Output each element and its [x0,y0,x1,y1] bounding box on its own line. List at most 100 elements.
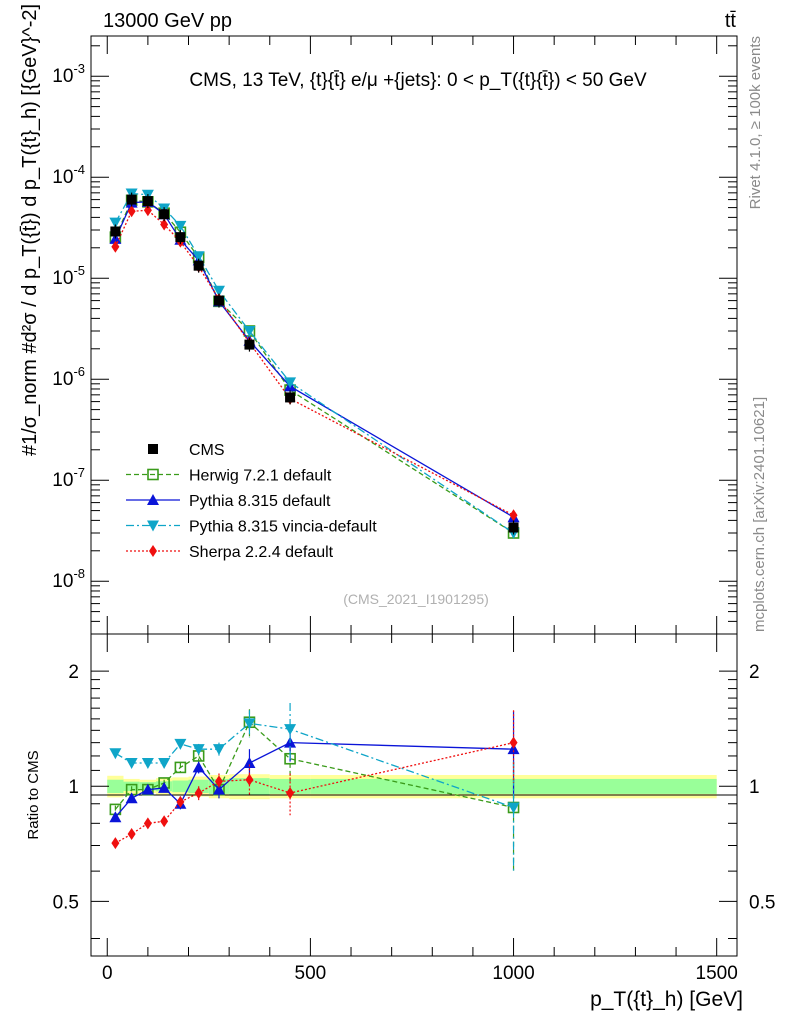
ratio-point [284,724,297,736]
main-panel: 10-8 10-7 10-6 10-5 10-4 10-3 CMS, 13 TeV, {t… [19,4,738,635]
data-point [127,205,136,218]
ratio-point [125,792,138,804]
ratio-ytick-label: 2 [68,662,79,683]
ratio-line [114,721,514,810]
main-ytick-label: 10-3 [52,61,85,87]
ratio-line [115,722,514,809]
data-point [126,194,137,205]
legend-label: Pythia 8.315 default [189,493,331,510]
ratio-point [160,815,169,828]
data-point [192,251,205,263]
ratio-point [141,758,154,770]
data-point [142,196,153,207]
ratio-point [507,743,520,755]
ratio-point [141,783,154,795]
xlabel: p_T({t}_h) [GeV] [590,988,743,1011]
legend-item: CMS [148,442,225,459]
series-line [114,199,514,534]
ratio-point [243,718,256,730]
data-point [509,509,518,522]
ratio-series [109,703,520,872]
xtick-label: 1000 [492,963,534,984]
ratio-point [214,775,223,788]
xtick-label: 0 [102,963,113,984]
legend-item: Sherpa 2.2.4 default [126,544,334,561]
series-line [114,209,514,516]
series-cms [110,192,519,535]
data-point [110,226,121,237]
data-point [193,260,204,271]
data-point [213,295,224,306]
ratio-point [125,758,138,770]
ratio-axis-ticks: 0.5 0.5 1 1 2 2 0 500 1000 1500 [53,634,775,984]
main-ylabel: #1/σ_norm #d²σ / d p_T({t̄}) d p_T({t}_h… [19,4,41,456]
main-series [109,188,520,540]
final-state-label: tt̄ [725,10,737,32]
main-ytick-label: 10-6 [52,364,85,390]
ratio-ytick-label: 1 [68,777,79,798]
series-line [114,192,514,534]
ratio-ytick-label-right: 1 [749,777,760,798]
main-ytick-label: 10-8 [52,566,85,592]
ratio-point [143,817,152,830]
xtick-label: 1500 [696,963,738,984]
data-point [243,326,256,338]
ratio-point [158,758,171,770]
legend-marker [147,520,159,532]
series-line [114,201,514,518]
rivet-version-label: Rivet 4.1.0, ≥ 100k events [747,36,764,209]
mcplots-label: mcplots.cern.ch [arXiv:2401.10621] [751,397,768,632]
data-point [285,392,296,403]
xtick-label: 500 [295,963,327,984]
legend-marker [147,494,159,505]
legend: CMS Herwig 7.2.1 default Pythia 8.315 defa… [126,442,377,561]
ratio-point [212,744,225,756]
band-inner [107,779,124,794]
ratio-line [115,742,514,844]
legend-marker [147,468,159,481]
main-title: CMS, 13 TeV, {t}{t̄} e/μ +{jets}: 0 < p_… [189,70,647,91]
ratio-point [286,787,295,800]
ratio-pythia-8-315-default [109,711,520,823]
ratio-point [212,783,225,795]
legend-label: Herwig 7.2.1 default [189,468,332,485]
data-point [284,377,297,389]
ratio-point [174,761,187,774]
ratio-point [158,781,171,793]
main-frame [90,35,738,635]
ratio-ytick-label: 0.5 [53,892,79,913]
legend-marker [148,444,158,454]
ratio-point [507,802,520,814]
data-point [143,204,152,217]
ratio-panel: 0.5 0.5 1 1 2 2 0 500 1000 1500 Ratio to CMS p_T(… [25,633,775,1011]
ratio-ytick-label-right: 0.5 [749,892,775,913]
legend-label: CMS [189,442,225,459]
ratio-point [176,795,185,808]
band-inner [172,780,189,793]
ratio-point [174,738,187,750]
ratio-point [192,761,205,773]
legend-item: Pythia 8.315 vincia-default [126,519,377,536]
data-point [212,285,225,297]
ratio-point [194,787,203,800]
ratio-point [192,744,205,756]
ratio-point [509,736,518,749]
legend-item: Herwig 7.2.1 default [126,468,332,485]
data-point [244,339,255,350]
main-ytick-label: 10-5 [52,263,85,289]
ratio-sherpa-2-2-4-default [111,710,518,850]
ratio-line [114,741,514,818]
data-point [159,209,170,220]
ratio-point [243,757,256,769]
ratio-point [127,828,136,841]
data-point [175,232,186,243]
legend-item: Pythia 8.315 default [126,493,331,510]
data-point [174,220,187,232]
ratio-point [111,837,120,850]
legend-label: Pythia 8.315 vincia-default [189,519,377,536]
ratio-point [109,811,122,823]
data-point [111,240,120,253]
ratio-ylabel: Ratio to CMS [25,750,42,839]
legend-label: Sherpa 2.2.4 default [189,544,334,561]
ratio-ytick-label-right: 2 [749,662,760,683]
